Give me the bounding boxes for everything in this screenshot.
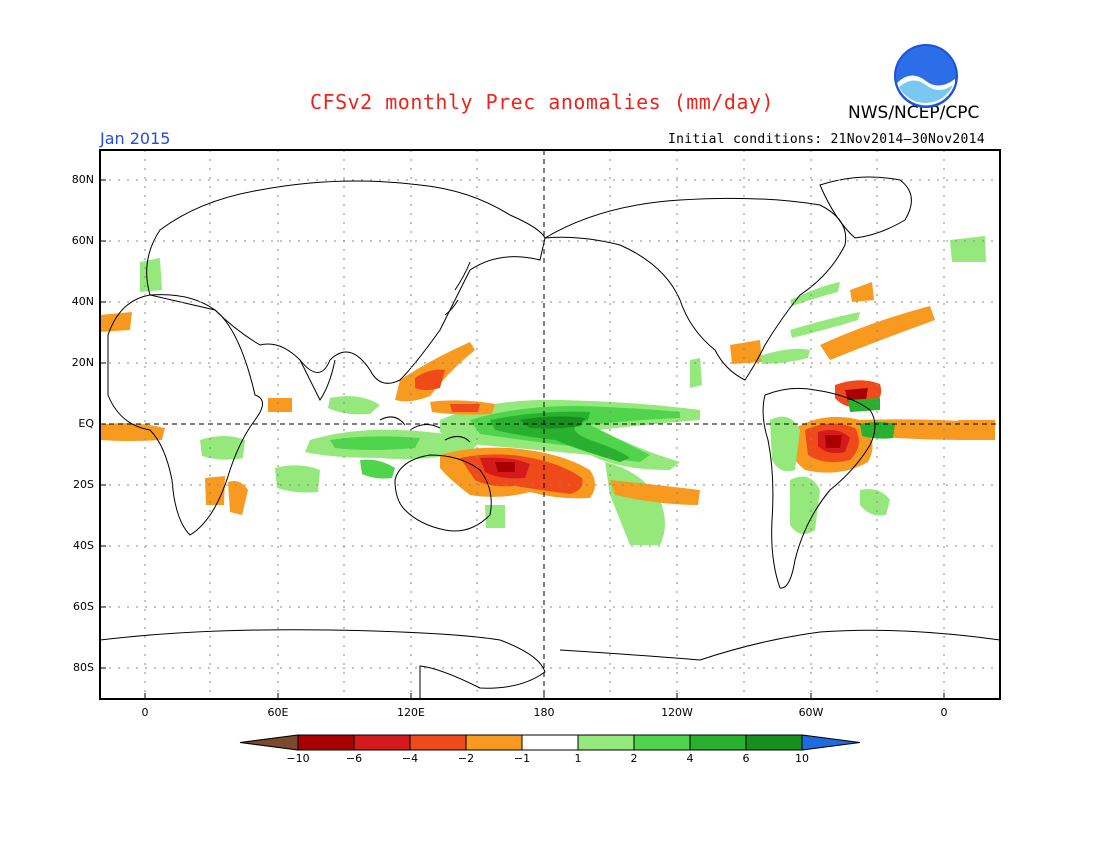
anomaly-fields <box>100 236 995 545</box>
reference-lines <box>100 150 1000 699</box>
colorbar-label: −6 <box>345 752 363 765</box>
map-title: CFSv2 monthly Prec anomalies (mm/day) <box>310 90 775 114</box>
lat-label: 20S <box>73 478 94 491</box>
lon-label: 0 <box>940 706 948 719</box>
lat-label: 80S <box>73 661 94 674</box>
forecast-month: Jan 2015 <box>100 129 171 148</box>
axis-ticks <box>100 179 945 699</box>
lat-label: 40S <box>73 539 94 552</box>
colorbar-label: 2 <box>630 752 638 765</box>
lat-label: 20N <box>71 356 94 369</box>
colorbar-label: 4 <box>686 752 694 765</box>
coastlines <box>100 176 1000 699</box>
lat-label: 40N <box>71 295 94 308</box>
lon-label: 120W <box>661 706 693 719</box>
colorbar-label: 10 <box>795 752 809 765</box>
colorbar-label: 6 <box>742 752 750 765</box>
colorbar-label: −10 <box>286 752 310 765</box>
initial-conditions: Initial conditions: 21Nov2014–30Nov2014 <box>668 132 985 147</box>
lon-label: 120E <box>397 706 425 719</box>
lat-label: 60N <box>71 234 94 247</box>
lat-label: 60S <box>73 600 94 613</box>
graticule <box>100 150 1000 699</box>
colorbar-label: 1 <box>574 752 582 765</box>
organization-label: NWS/NCEP/CPC <box>848 103 980 123</box>
colorbar-label: −4 <box>401 752 419 765</box>
lon-label: 0 <box>141 706 149 719</box>
lat-label: 80N <box>71 173 94 186</box>
colorbar-label: −2 <box>457 752 475 765</box>
lon-label: 60W <box>798 706 824 719</box>
lon-label: 180 <box>533 706 555 719</box>
lat-label: EQ <box>78 417 94 430</box>
lon-label: 60E <box>267 706 289 719</box>
colorbar-label: −1 <box>513 752 531 765</box>
noaa-logo <box>894 44 958 108</box>
